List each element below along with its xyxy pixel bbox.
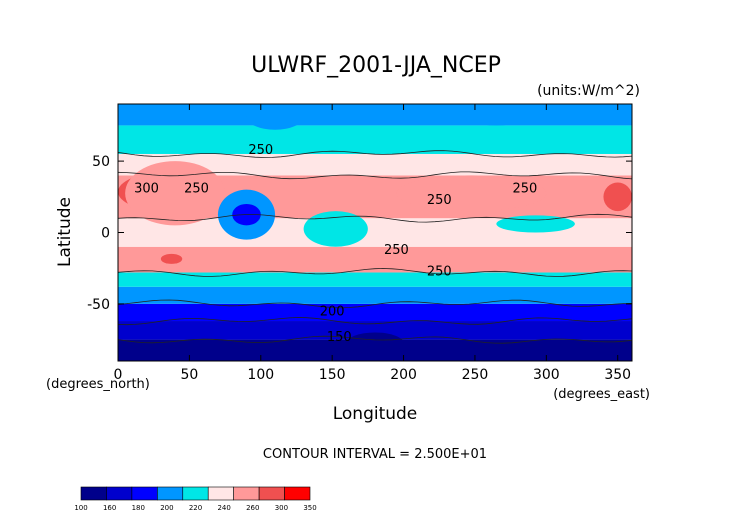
region-5	[396, 175, 547, 212]
region-8	[246, 104, 304, 130]
units-label: (units:W/m^2)	[537, 83, 640, 99]
colorbar-tick-label: 260	[246, 504, 259, 512]
lat-band-10	[118, 104, 632, 126]
x-unit-label: (degrees_east)	[553, 387, 650, 402]
colorbar-tick-label: 300	[275, 504, 288, 512]
colorbar-swatch	[284, 486, 311, 501]
contour-label-3: 300	[134, 182, 159, 197]
x-tick-label: 0	[114, 367, 123, 383]
colorbar-swatch	[80, 486, 107, 501]
y-tick-label: 0	[101, 226, 110, 242]
contour-line-5	[117, 171, 633, 180]
y-axis: -50 0 50	[87, 154, 632, 313]
region-10	[160, 253, 183, 264]
colorbar-swatch	[207, 486, 234, 501]
region-6	[496, 215, 575, 233]
contour-label-8: 150	[327, 330, 352, 345]
contour-label-1: 250	[427, 193, 452, 208]
lat-band-8	[118, 153, 632, 176]
contour-line-6	[117, 150, 633, 158]
colorbar-tick-label: 160	[103, 504, 116, 512]
region-4	[303, 211, 368, 247]
x-tick-label: 350	[604, 367, 631, 383]
plot-area	[117, 104, 632, 361]
region-7	[603, 182, 632, 212]
contour-label-5: 250	[384, 243, 409, 258]
region-1	[125, 161, 226, 226]
x-axis-label: Longitude	[333, 404, 418, 424]
contour-label-2: 250	[513, 182, 538, 197]
colorbar-tick-label: 200	[160, 504, 173, 512]
chart-title: ULWRF_2001-JJA_NCEP	[251, 53, 501, 78]
region-9	[460, 104, 533, 126]
colorbar-swatch	[258, 486, 285, 501]
colorbar: 100 160 180 200 220 240 260 300 350	[74, 486, 317, 512]
x-tick-label: 150	[319, 367, 346, 383]
colorbar-tick-label: 350	[303, 504, 316, 512]
contour-lines	[117, 150, 633, 344]
contour-label-6: 250	[427, 264, 452, 279]
colorbar-swatch	[106, 486, 133, 501]
lat-band-9	[118, 125, 632, 154]
x-tick-label: 50	[180, 367, 198, 383]
colorbar-tick-label: 100	[74, 504, 87, 512]
colorbar-swatch	[157, 486, 184, 501]
contour-label-4: 250	[248, 143, 273, 158]
contour-line-3	[117, 268, 633, 277]
colorbar-swatch	[131, 486, 158, 501]
y-tick-label: 50	[92, 154, 110, 170]
colorbar-swatch	[182, 486, 209, 501]
lat-band-4	[118, 272, 632, 287]
contour-line-1	[117, 317, 633, 326]
x-tick-label: 100	[247, 367, 274, 383]
contour-label-0: 250	[184, 182, 209, 197]
x-tick-label: 300	[533, 367, 560, 383]
lat-band-3	[118, 286, 632, 304]
colorbar-tick-label: 220	[189, 504, 202, 512]
contour-labels: 250 250 250 300 250 250 250 200 150	[134, 143, 537, 345]
x-tick-label: 200	[390, 367, 417, 383]
contour-interval-text: CONTOUR INTERVAL = 2.500E+01	[263, 447, 487, 462]
colorbar-tick-label: 240	[217, 504, 230, 512]
y-tick-label: -50	[87, 297, 110, 313]
contour-line-0	[117, 335, 633, 344]
contour-line-2	[117, 299, 633, 309]
lat-band-1	[118, 321, 632, 340]
y-unit-label: (degrees_north)	[46, 377, 150, 392]
colorbar-tick-label: 180	[132, 504, 145, 512]
y-axis-label: Latitude	[55, 197, 75, 267]
x-axis: 0 50 100 150 200 250 300 350	[114, 104, 631, 383]
lat-band-2	[118, 303, 632, 322]
contour-line-4	[117, 213, 633, 223]
contour-label-7: 200	[320, 304, 345, 319]
x-tick-label: 250	[462, 367, 489, 383]
colorbar-swatch	[233, 486, 260, 501]
lat-band-5	[118, 246, 632, 273]
region-11	[346, 332, 404, 354]
